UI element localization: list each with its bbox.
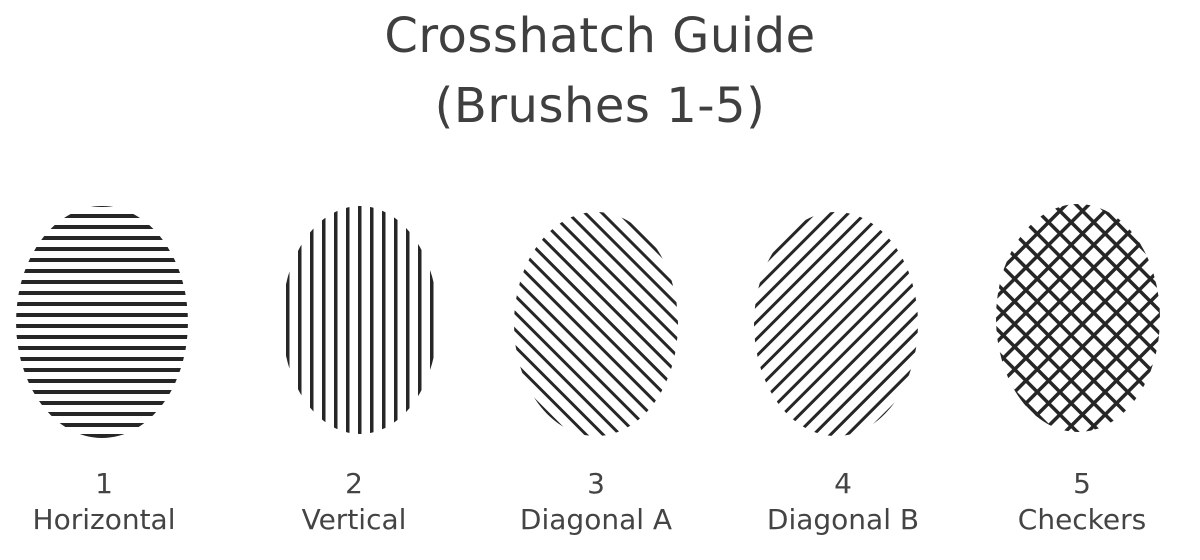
- brush-label-diagonal-b: Diagonal B: [766, 503, 920, 536]
- brush-swatch-vertical: [282, 200, 462, 450]
- checkers-hatch-icon: [996, 204, 1160, 432]
- brush-label-horizontal: Horizontal: [32, 503, 176, 536]
- vertical-hatch-icon: [282, 206, 438, 434]
- brush-label-diagonal-a: Diagonal A: [519, 503, 673, 536]
- diagonal-a-hatch-icon: [514, 212, 678, 436]
- brush-swatch-horizontal: [14, 200, 194, 450]
- brush-number-4: 4: [834, 467, 852, 500]
- page-title: Crosshatch Guide: [384, 8, 816, 64]
- brush-label-checkers: Checkers: [1017, 503, 1147, 536]
- brush-number-1: 1: [95, 467, 113, 500]
- brush-number-2: 2: [345, 467, 363, 500]
- diagonal-b-hatch-icon: [754, 212, 918, 436]
- brush-swatch-diagonal-b: [752, 200, 932, 450]
- brush-swatch-checkers: [992, 200, 1172, 450]
- horizontal-hatch-icon: [16, 206, 188, 438]
- brush-number-5: 5: [1073, 467, 1091, 500]
- page-subtitle: (Brushes 1-5): [434, 78, 766, 134]
- brush-label-vertical: Vertical: [301, 503, 407, 536]
- brush-swatch-diagonal-a: [512, 200, 692, 450]
- brush-number-3: 3: [587, 467, 605, 500]
